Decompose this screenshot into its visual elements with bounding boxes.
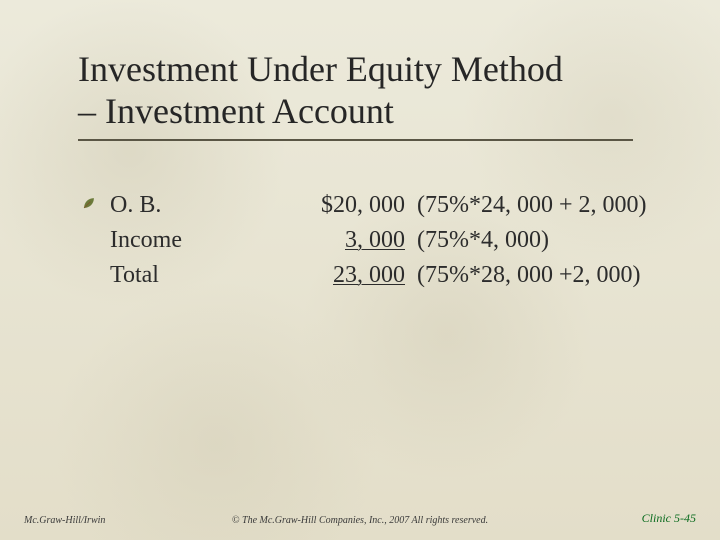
label-ob: O. B. (110, 188, 290, 223)
content-block: O. B. $20, 000 (75%*24, 000 + 2, 000) In… (110, 188, 660, 292)
calc-income: (75%*4, 000) (417, 223, 549, 258)
leaf-bullet-icon (82, 196, 96, 210)
slide: Investment Under Equity Method – Investm… (0, 0, 720, 540)
slide-title: Investment Under Equity Method – Investm… (78, 48, 670, 141)
title-line-1: Investment Under Equity Method (78, 49, 563, 89)
footer-center: © The Mc.Graw-Hill Companies, Inc., 2007… (0, 515, 720, 526)
footer: Mc.Graw-Hill/Irwin © The Mc.Graw-Hill Co… (0, 511, 720, 526)
row-total: Total 23, 000 (75%*28, 000 +2, 000) (110, 258, 660, 293)
row-ob: O. B. $20, 000 (75%*24, 000 + 2, 000) (110, 188, 660, 223)
row-income: Income 3, 000 (75%*4, 000) (110, 223, 660, 258)
amount-income: 3, 000 (290, 223, 411, 258)
label-income: Income (110, 223, 290, 258)
title-line-2: – Investment Account (78, 91, 394, 131)
label-total: Total (110, 258, 290, 293)
amount-total: 23, 000 (290, 258, 411, 293)
amount-ob: $20, 000 (290, 188, 411, 223)
calc-ob: (75%*24, 000 + 2, 000) (417, 188, 647, 223)
calc-total: (75%*28, 000 +2, 000) (417, 258, 641, 293)
leaf-icon (82, 196, 96, 210)
title-underline (78, 139, 633, 141)
